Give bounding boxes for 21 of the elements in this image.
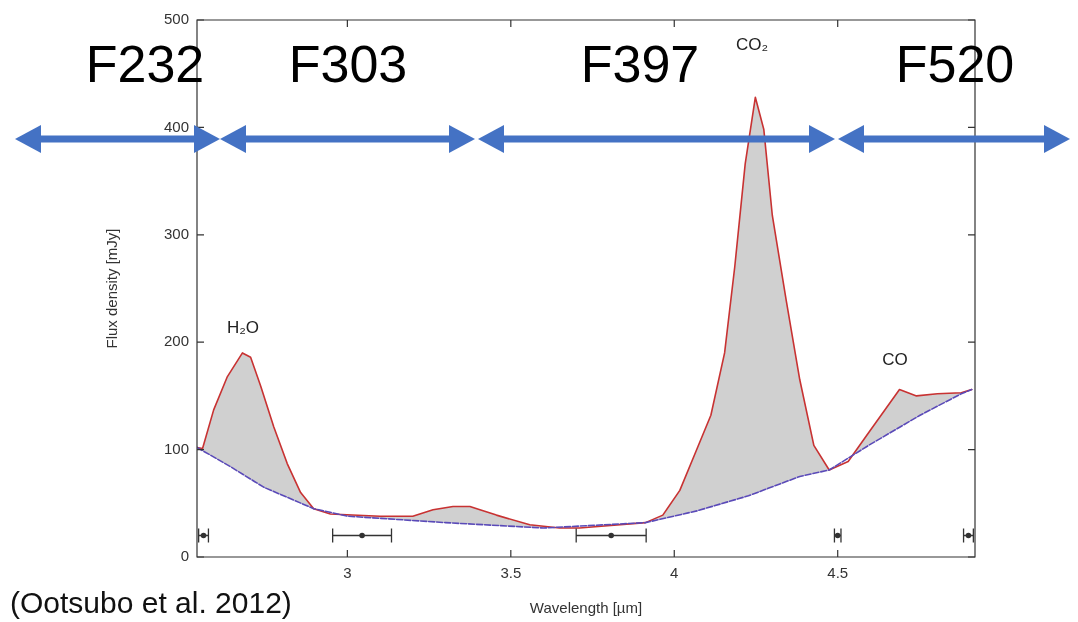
annotation: F232	[85, 35, 205, 94]
y-tick-label: 0	[180, 547, 189, 565]
y-tick-label: 200	[163, 332, 189, 350]
y-tick-label: 100	[163, 439, 189, 457]
y-tick-label: 400	[163, 117, 189, 135]
annotation: F397	[580, 35, 700, 94]
annotation: CO	[882, 349, 908, 369]
x-tick-label: 4.5	[827, 564, 849, 582]
x-tick-label: 4	[670, 564, 679, 582]
x-axis-title: Wavelength [µm]	[529, 599, 643, 617]
y-tick-label: 300	[163, 224, 189, 242]
line-series	[197, 388, 973, 529]
text: (Ootsubo et al. 2012)	[10, 586, 292, 620]
x-tick-label: 3	[343, 564, 352, 582]
annotation: CO₂	[735, 34, 769, 54]
y-axis-title: Flux density [mJy]	[103, 228, 121, 349]
y-tick-label: 500	[163, 10, 189, 28]
annotation: H₂O	[226, 317, 260, 337]
x-tick-label: 3.5	[500, 564, 522, 582]
annotation: F303	[288, 35, 408, 94]
annotation: F520	[895, 35, 1015, 94]
